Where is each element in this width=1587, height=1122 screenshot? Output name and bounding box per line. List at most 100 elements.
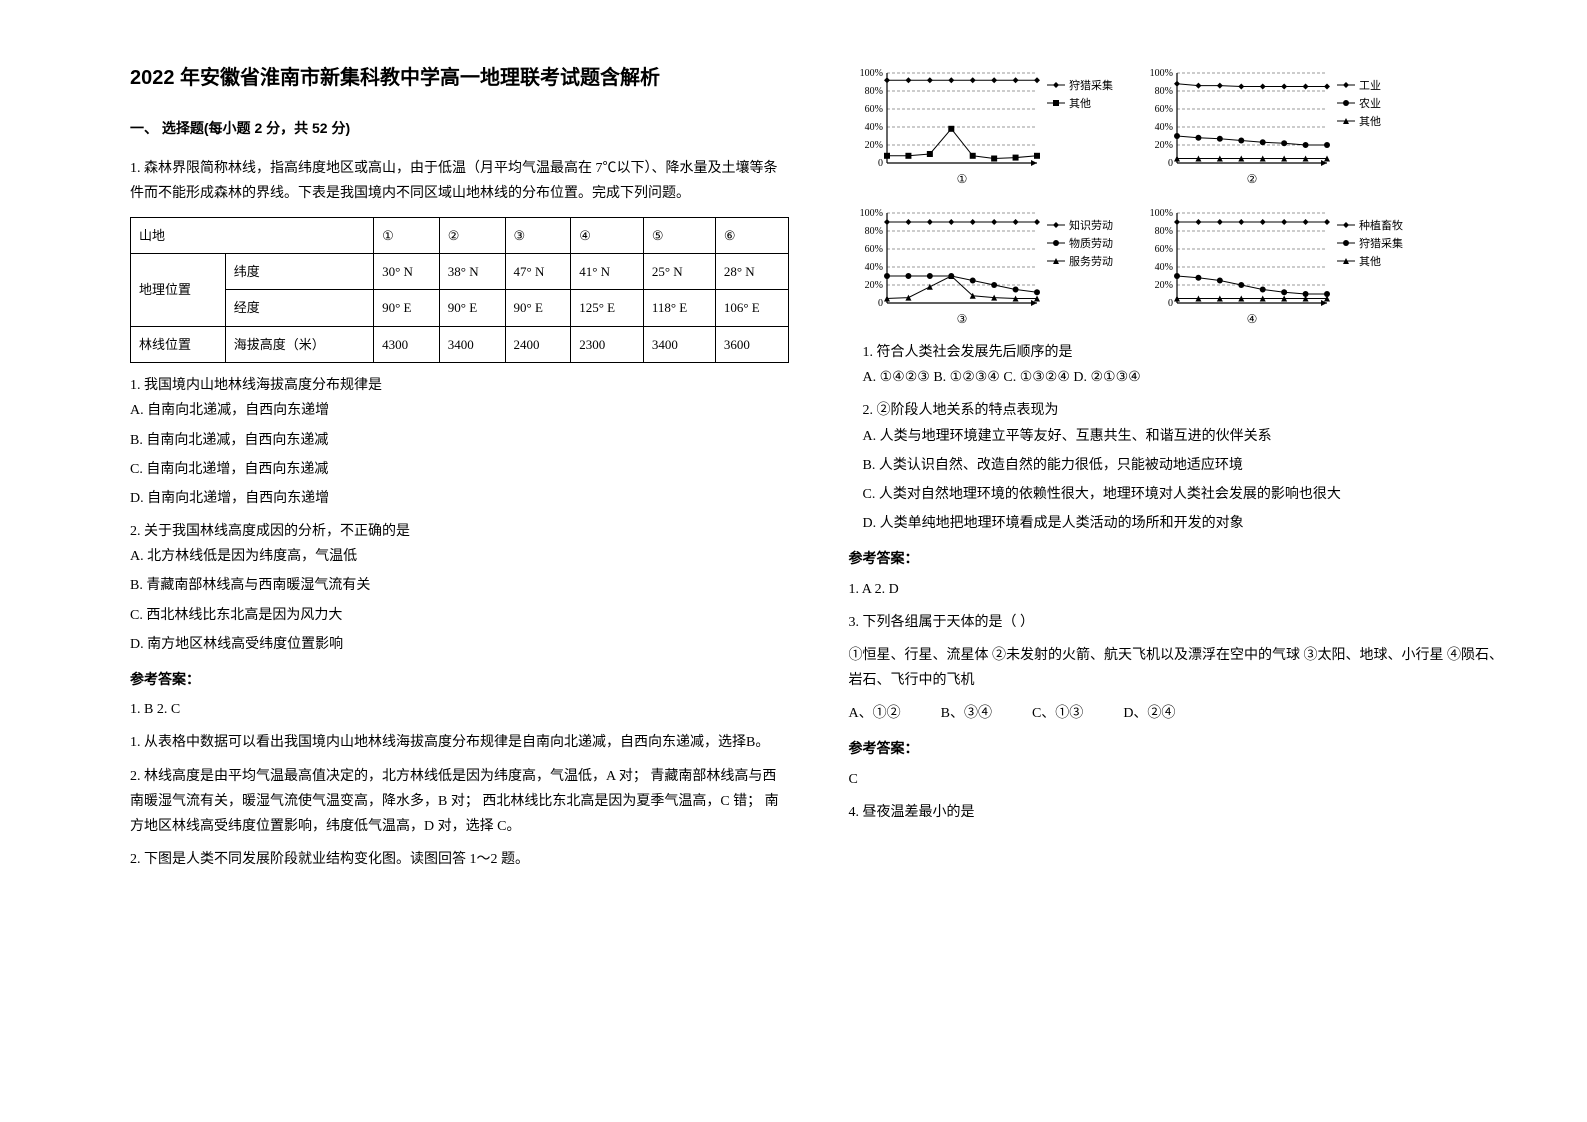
cell: 90° E bbox=[505, 290, 571, 326]
svg-text:②: ② bbox=[1246, 172, 1257, 186]
q2-opt2A: A. 人类与地理环境建立平等友好、互惠共生、和谐互进的伙伴关系 bbox=[863, 424, 1508, 449]
svg-text:20%: 20% bbox=[1154, 140, 1172, 151]
q1-optB: B. 自南向北递减，自西向东递减 bbox=[130, 428, 789, 453]
table-row: 经度 90° E 90° E 90° E 125° E 118° E 106° … bbox=[131, 290, 789, 326]
svg-text:种植畜牧: 种植畜牧 bbox=[1359, 218, 1403, 232]
answer-label: 参考答案： bbox=[849, 736, 1508, 761]
table-row: 林线位置 海拔高度（米） 4300 3400 2400 2300 3400 36… bbox=[131, 326, 789, 362]
cell: 3400 bbox=[439, 326, 505, 362]
q1-opt2D: D. 南方地区林线高受纬度位置影响 bbox=[130, 632, 789, 657]
q2-opt2D: D. 人类单纯地把地理环境看成是人类活动的场所和开发的对象 bbox=[863, 511, 1508, 536]
svg-text:80%: 80% bbox=[1154, 226, 1172, 237]
chart-panel-④: 100% 80% 60% 40% 20% 0 种植畜牧狩猎采集其他 ④ bbox=[1139, 200, 1419, 330]
q3-optC: C、①③ bbox=[1032, 701, 1083, 726]
svg-text:40%: 40% bbox=[1154, 122, 1172, 133]
cell: ④ bbox=[571, 217, 644, 253]
svg-text:④: ④ bbox=[1246, 312, 1257, 326]
q3-answer: C bbox=[849, 767, 1508, 792]
svg-text:40%: 40% bbox=[864, 122, 882, 133]
svg-text:100%: 100% bbox=[1149, 208, 1172, 219]
cell: 林线位置 bbox=[131, 326, 226, 362]
cell: 山地 bbox=[131, 217, 374, 253]
svg-text:③: ③ bbox=[956, 312, 967, 326]
cell: 125° E bbox=[571, 290, 644, 326]
svg-text:农业: 农业 bbox=[1359, 96, 1381, 110]
q3-optD: D、②④ bbox=[1123, 701, 1175, 726]
section-header: 一、 选择题(每小题 2 分，共 52 分) bbox=[130, 116, 789, 141]
cell: 30° N bbox=[374, 253, 440, 289]
svg-text:0: 0 bbox=[878, 158, 883, 169]
svg-text:20%: 20% bbox=[864, 140, 882, 151]
cell: 90° E bbox=[439, 290, 505, 326]
cell: 25° N bbox=[643, 253, 715, 289]
cell: 地理位置 bbox=[131, 253, 226, 326]
svg-text:工业: 工业 bbox=[1359, 79, 1381, 92]
q3-line1: ①恒星、行星、流星体 ②未发射的火箭、航天飞机以及漂浮在空中的气球 ③太阳、地球… bbox=[849, 643, 1508, 693]
q4-stem: 4. 昼夜温差最小的是 bbox=[849, 800, 1508, 825]
svg-text:0: 0 bbox=[878, 298, 883, 309]
cell: ⑤ bbox=[643, 217, 715, 253]
svg-text:40%: 40% bbox=[1154, 262, 1172, 273]
svg-text:知识劳动: 知识劳动 bbox=[1069, 218, 1113, 232]
q1-opt2A: A. 北方林线低是因为纬度高，气温低 bbox=[130, 544, 789, 569]
cell: 28° N bbox=[715, 253, 788, 289]
svg-text:服务劳动: 服务劳动 bbox=[1069, 255, 1113, 268]
q1-exp1: 1. 从表格中数据可以看出我国境内山地林线海拔高度分布规律是自南向北递减，自西向… bbox=[130, 730, 789, 755]
svg-text:60%: 60% bbox=[864, 104, 882, 115]
q1-sub2: 2. 关于我国林线高度成因的分析，不正确的是 bbox=[130, 519, 789, 544]
q2-sub2: 2. ②阶段人地关系的特点表现为 bbox=[863, 398, 1508, 423]
cell: 106° E bbox=[715, 290, 788, 326]
q2-opt2B: B. 人类认识自然、改造自然的能力很低，只能被动地适应环境 bbox=[863, 453, 1508, 478]
table-row: 山地 ① ② ③ ④ ⑤ ⑥ bbox=[131, 217, 789, 253]
q1-optC: C. 自南向北递增，自西向东递减 bbox=[130, 457, 789, 482]
svg-text:0: 0 bbox=[1168, 298, 1173, 309]
table-row: 地理位置 纬度 30° N 38° N 47° N 41° N 25° N 28… bbox=[131, 253, 789, 289]
q3-stem: 3. 下列各组属于天体的是（ ） bbox=[849, 610, 1508, 635]
cell: 38° N bbox=[439, 253, 505, 289]
cell: 3600 bbox=[715, 326, 788, 362]
svg-text:0: 0 bbox=[1168, 158, 1173, 169]
svg-text:60%: 60% bbox=[1154, 104, 1172, 115]
svg-text:80%: 80% bbox=[864, 86, 882, 97]
svg-text:其他: 其他 bbox=[1359, 115, 1381, 128]
svg-text:20%: 20% bbox=[864, 280, 882, 291]
q2-opt2C: C. 人类对自然地理环境的依赖性很大，地理环境对人类社会发展的影响也很大 bbox=[863, 482, 1508, 507]
q2-sub1: 1. 符合人类社会发展先后顺序的是 bbox=[863, 340, 1508, 365]
cell: ⑥ bbox=[715, 217, 788, 253]
chart-panel-①: 100%80%60%40%20%0狩猎采集其他① bbox=[849, 60, 1129, 190]
chart-panel-③: 100%80%60%40%20%0知识劳动物质劳动服务劳动③ bbox=[849, 200, 1129, 330]
cell: ② bbox=[439, 217, 505, 253]
cell: ① bbox=[374, 217, 440, 253]
cell: 海拔高度（米） bbox=[225, 326, 373, 362]
svg-text:其他: 其他 bbox=[1359, 255, 1381, 268]
svg-text:80%: 80% bbox=[1154, 86, 1172, 97]
cell: 90° E bbox=[374, 290, 440, 326]
svg-text:100%: 100% bbox=[1149, 68, 1172, 79]
q2-stem: 2. 下图是人类不同发展阶段就业结构变化图。读图回答 1～2 题。 bbox=[130, 847, 789, 872]
svg-text:40%: 40% bbox=[864, 262, 882, 273]
cell: 41° N bbox=[571, 253, 644, 289]
q1-sub1: 1. 我国境内山地林线海拔高度分布规律是 bbox=[130, 373, 789, 398]
answer-label: 参考答案： bbox=[849, 546, 1508, 571]
svg-text:20%: 20% bbox=[1154, 280, 1172, 291]
q1-opt2C: C. 西北林线比东北高是因为风力大 bbox=[130, 603, 789, 628]
svg-text:物质劳动: 物质劳动 bbox=[1069, 236, 1113, 250]
svg-text:狩猎采集: 狩猎采集 bbox=[1359, 236, 1403, 250]
q1-optA: A. 自南向北递减，自西向东递增 bbox=[130, 398, 789, 423]
cell: 2300 bbox=[571, 326, 644, 362]
cell: 3400 bbox=[643, 326, 715, 362]
svg-text:60%: 60% bbox=[1154, 244, 1172, 255]
svg-text:60%: 60% bbox=[864, 244, 882, 255]
cell: 47° N bbox=[505, 253, 571, 289]
q3-optA: A、①② bbox=[849, 701, 901, 726]
cell: 118° E bbox=[643, 290, 715, 326]
q1-answer-line: 1. B 2. C bbox=[130, 697, 789, 722]
q1-opt2B: B. 青藏南部林线高与西南暖湿气流有关 bbox=[130, 573, 789, 598]
svg-text:其他: 其他 bbox=[1069, 97, 1091, 110]
svg-text:80%: 80% bbox=[864, 226, 882, 237]
q1-optD: D. 自南向北递增，自西向东递增 bbox=[130, 486, 789, 511]
cell: 2400 bbox=[505, 326, 571, 362]
chart-panel-②: 100% 80% 60% 40% 20% 0 工业农业其他 ② bbox=[1139, 60, 1419, 190]
svg-text:100%: 100% bbox=[859, 68, 882, 79]
cell: ③ bbox=[505, 217, 571, 253]
